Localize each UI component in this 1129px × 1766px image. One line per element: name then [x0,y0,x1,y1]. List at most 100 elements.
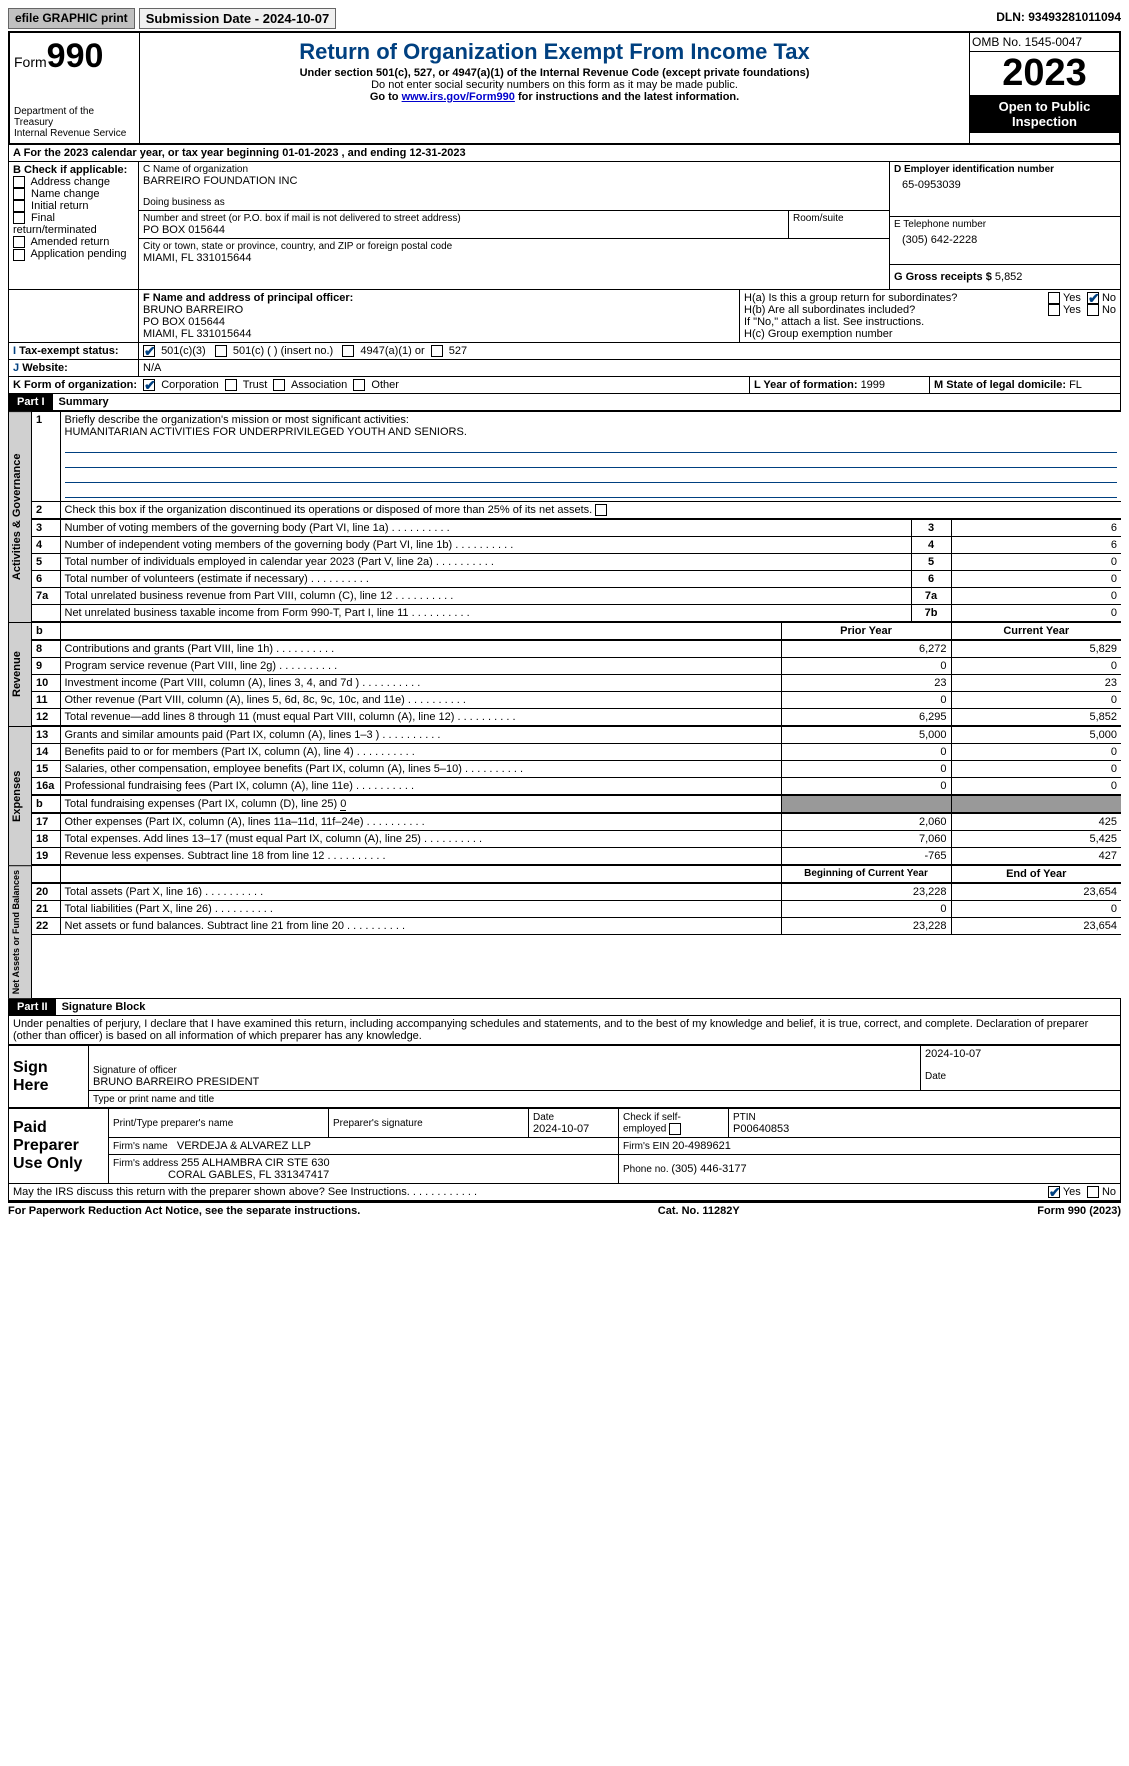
tax-year: 2023 [970,52,1119,95]
hb-yes[interactable] [1048,304,1060,316]
ha-yes[interactable] [1048,292,1060,304]
fh-block: F Name and address of principal officer:… [8,290,1121,343]
fundraising-total: 0 [340,798,346,811]
side-netassets: Net Assets or Fund Balances [8,865,32,998]
k-corp[interactable] [143,379,155,391]
g-label: G Gross receipts $ [894,271,995,283]
mission-text: HUMANITARIAN ACTIVITIES FOR UNDERPRIVILE… [65,426,467,438]
discuss-no[interactable] [1087,1186,1099,1198]
form-ref: Form 990 (2023) [1037,1205,1121,1217]
b-opt[interactable] [13,188,25,200]
prior-year-hdr: Prior Year [781,623,951,640]
officer-city: MIAMI, FL 331015644 [143,328,735,340]
expense-rows-2: 17Other expenses (Part IX, column (A), l… [32,813,1121,865]
form-header: Form990 Department of the Treasury Inter… [8,31,1121,143]
sign-date: 2024-10-07 [921,1046,1121,1063]
dln-label: DLN: [996,10,1028,24]
f-label: F Name and address of principal officer: [143,292,735,304]
cat-no: Cat. No. 11282Y [360,1205,1037,1217]
i-501c[interactable] [215,345,227,357]
summary-q1: 1 Briefly describe the organization's mi… [32,411,1121,519]
b-opt[interactable] [13,212,25,224]
firm-addr1: 255 ALHAMBRA CIR STE 630 [181,1157,330,1169]
subtitle-1: Under section 501(c), 527, or 4947(a)(1)… [150,67,959,79]
b-opt[interactable] [13,176,25,188]
irs: Internal Revenue Service [14,128,135,139]
ha-no[interactable] [1087,292,1099,304]
net-rows: 20Total assets (Part X, line 16) 23,2282… [32,883,1121,935]
side-activities: Activities & Governance [8,411,32,622]
k-assoc[interactable] [273,379,285,391]
d-label: D Employer identification number [894,164,1116,175]
prep-date: 2024-10-07 [533,1123,589,1135]
officer-sig: BRUNO BARREIRO PRESIDENT [93,1076,259,1088]
sign-here: Sign Here [9,1046,89,1108]
i-4947[interactable] [342,345,354,357]
b-opt[interactable] [13,200,25,212]
l-label: L Year of formation: [754,379,861,391]
hb-no[interactable] [1087,304,1099,316]
footer: For Paperwork Reduction Act Notice, see … [8,1201,1121,1219]
subtitle-2: Do not enter social security numbers on … [150,79,959,91]
ptin: P00640853 [733,1123,789,1135]
year-formation: 1999 [861,379,885,391]
efile-button[interactable]: efile GRAPHIC print [8,8,135,29]
perjury-text: Under penalties of perjury, I declare th… [8,1016,1121,1045]
addr-label: Number and street (or P.O. box if mail i… [143,213,784,224]
submission-date: Submission Date - 2024-10-07 [139,8,337,29]
dln-val: 93493281011094 [1028,10,1121,24]
k-other[interactable] [353,379,365,391]
dba-label: Doing business as [143,197,885,208]
e-label: E Telephone number [894,219,1116,230]
b-opt[interactable] [13,236,25,248]
end-year-hdr: End of Year [951,866,1121,883]
org-name: BARREIRO FOUNDATION INC [143,175,885,187]
k-label: K Form of organization: [13,379,137,391]
b-opt[interactable] [13,249,25,261]
m-label: M State of legal domicile: [934,379,1069,391]
part1-header: Part ISummary [8,394,1121,411]
ha-label: H(a) Is this a group return for subordin… [744,292,1048,304]
i-527[interactable] [431,345,443,357]
firm-name: VERDEJA & ALVAREZ LLP [177,1140,311,1152]
q2-checkbox[interactable] [595,504,607,516]
revenue-rows: 8Contributions and grants (Part VIII, li… [32,640,1121,726]
top-bar: efile GRAPHIC print Submission Date - 20… [8,8,1121,29]
officer-addr: PO BOX 015644 [143,316,735,328]
i-501c3[interactable] [143,345,155,357]
website-val: N/A [139,360,1120,376]
k-trust[interactable] [225,379,237,391]
begin-year-hdr: Beginning of Current Year [781,866,951,883]
sign-block: Sign Here 2024-10-07 Signature of office… [8,1045,1121,1108]
dln: DLN: 93493281011094 [996,8,1121,29]
phone: (305) 642-2228 [894,230,1116,250]
hb-label: H(b) Are all subordinates included? [744,304,1048,316]
firm-phone: (305) 446-3177 [671,1163,746,1175]
firm-addr2: CORAL GABLES, FL 331347417 [168,1169,329,1181]
side-expenses: Expenses [8,726,32,865]
pra-notice: For Paperwork Reduction Act Notice, see … [8,1205,360,1217]
preparer-block: Paid Preparer Use Only Print/Type prepar… [8,1108,1121,1184]
room-label: Room/suite [793,213,885,224]
summary-governance-rows: 3Number of voting members of the governi… [32,519,1121,622]
form-number: Form990 [14,37,135,76]
self-employed-cb[interactable] [669,1123,681,1135]
city-label: City or town, state or province, country… [143,241,885,252]
discuss-row: May the IRS discuss this return with the… [8,1184,1121,1201]
hb-note: If "No," attach a list. See instructions… [744,316,1116,328]
form-title: Return of Organization Exempt From Incom… [150,39,959,65]
current-year-hdr: Current Year [951,623,1121,640]
officer-name: BRUNO BARREIRO [143,304,735,316]
c-name-label: C Name of organization [143,164,885,175]
subtitle-3: Go to www.irs.gov/Form990 for instructio… [150,91,959,103]
state-domicile: FL [1069,379,1082,391]
discuss-yes[interactable] [1048,1186,1060,1198]
subdate-label: Submission Date - [146,11,263,26]
line-a: A For the 2023 calendar year, or tax yea… [8,143,1121,162]
gross-receipts: 5,852 [995,271,1023,283]
j-row: J Website: N/A [8,360,1121,377]
irs-link[interactable]: www.irs.gov/Form990 [402,91,515,103]
paid-preparer: Paid Preparer Use Only [9,1109,109,1184]
part2-header: Part IISignature Block [8,998,1121,1016]
bcde-block: B Check if applicable: Address change Na… [8,162,1121,290]
